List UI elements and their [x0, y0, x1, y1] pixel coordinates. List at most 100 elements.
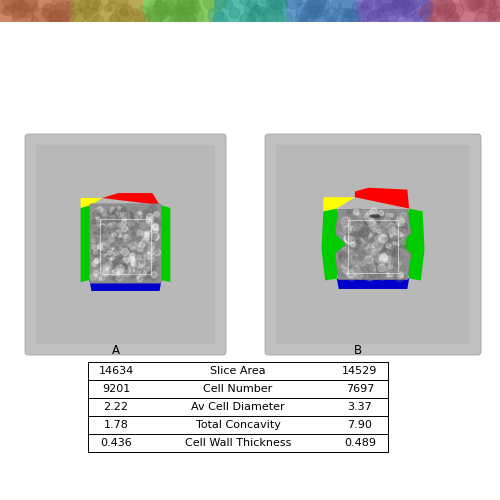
Text: 14529: 14529 — [342, 366, 378, 376]
Circle shape — [380, 254, 388, 262]
Circle shape — [346, 246, 355, 256]
Circle shape — [146, 213, 153, 220]
Circle shape — [366, 272, 368, 274]
Circle shape — [112, 264, 120, 271]
Circle shape — [151, 272, 157, 278]
Circle shape — [99, 224, 105, 230]
Circle shape — [374, 216, 383, 224]
Circle shape — [104, 238, 108, 242]
Circle shape — [93, 228, 98, 233]
Circle shape — [32, 8, 52, 28]
Circle shape — [384, 222, 388, 226]
Circle shape — [388, 237, 390, 240]
Circle shape — [344, 229, 349, 234]
Circle shape — [342, 267, 348, 273]
Circle shape — [356, 230, 359, 233]
Circle shape — [398, 0, 409, 8]
Bar — [276, 145, 470, 344]
Circle shape — [374, 248, 380, 254]
Circle shape — [366, 244, 372, 251]
Circle shape — [421, 0, 434, 14]
Circle shape — [148, 268, 156, 276]
Circle shape — [100, 210, 106, 216]
Circle shape — [96, 210, 98, 212]
Circle shape — [112, 248, 117, 252]
Circle shape — [373, 252, 382, 260]
Circle shape — [96, 216, 100, 220]
Circle shape — [386, 266, 388, 268]
Circle shape — [124, 268, 128, 273]
Text: 0.489: 0.489 — [344, 438, 376, 448]
Circle shape — [120, 276, 122, 278]
Circle shape — [154, 243, 156, 246]
Circle shape — [116, 4, 134, 22]
Circle shape — [384, 263, 392, 272]
Circle shape — [366, 215, 368, 218]
Circle shape — [128, 216, 134, 222]
Circle shape — [122, 212, 130, 220]
Circle shape — [107, 2, 117, 11]
Circle shape — [130, 213, 134, 216]
Circle shape — [373, 230, 382, 239]
Circle shape — [108, 224, 112, 228]
Circle shape — [346, 262, 352, 267]
Circle shape — [148, 207, 154, 212]
Circle shape — [244, 2, 258, 16]
Circle shape — [340, 227, 347, 234]
Circle shape — [139, 270, 142, 273]
Circle shape — [386, 247, 394, 256]
Circle shape — [94, 208, 98, 214]
Circle shape — [286, 0, 300, 9]
Circle shape — [204, 0, 225, 12]
Circle shape — [338, 272, 345, 278]
Circle shape — [143, 266, 146, 269]
Circle shape — [296, 2, 317, 24]
Circle shape — [51, 11, 68, 28]
Circle shape — [132, 230, 137, 234]
Circle shape — [100, 236, 104, 240]
Circle shape — [384, 210, 394, 218]
Circle shape — [2, 8, 9, 15]
Circle shape — [383, 268, 392, 276]
Circle shape — [488, 8, 500, 20]
Circle shape — [108, 272, 116, 280]
Circle shape — [250, 8, 260, 18]
Circle shape — [93, 210, 100, 217]
Circle shape — [350, 216, 358, 224]
Circle shape — [100, 242, 107, 250]
Circle shape — [383, 229, 388, 235]
Circle shape — [94, 274, 96, 277]
Circle shape — [100, 219, 102, 221]
Circle shape — [148, 209, 151, 212]
Circle shape — [308, 11, 315, 18]
Circle shape — [348, 250, 354, 256]
Circle shape — [374, 256, 384, 266]
Circle shape — [119, 216, 122, 218]
Circle shape — [134, 212, 142, 220]
Circle shape — [130, 214, 134, 218]
Circle shape — [324, 8, 338, 22]
Circle shape — [417, 0, 432, 15]
Circle shape — [364, 216, 373, 226]
Circle shape — [160, 9, 181, 30]
Circle shape — [171, 8, 186, 23]
Circle shape — [385, 235, 395, 245]
Circle shape — [352, 263, 356, 268]
Text: Slice Area: Slice Area — [210, 366, 266, 376]
Circle shape — [356, 270, 366, 280]
Circle shape — [106, 260, 110, 264]
Circle shape — [110, 10, 131, 30]
Circle shape — [342, 258, 344, 260]
Circle shape — [100, 264, 105, 269]
Circle shape — [450, 4, 464, 18]
Circle shape — [465, 0, 484, 10]
Circle shape — [381, 246, 386, 252]
Circle shape — [372, 226, 376, 230]
Circle shape — [342, 210, 351, 219]
Circle shape — [150, 272, 158, 280]
Circle shape — [130, 254, 134, 258]
Circle shape — [398, 272, 403, 278]
Circle shape — [372, 241, 382, 251]
Circle shape — [112, 244, 114, 246]
Circle shape — [391, 252, 396, 256]
